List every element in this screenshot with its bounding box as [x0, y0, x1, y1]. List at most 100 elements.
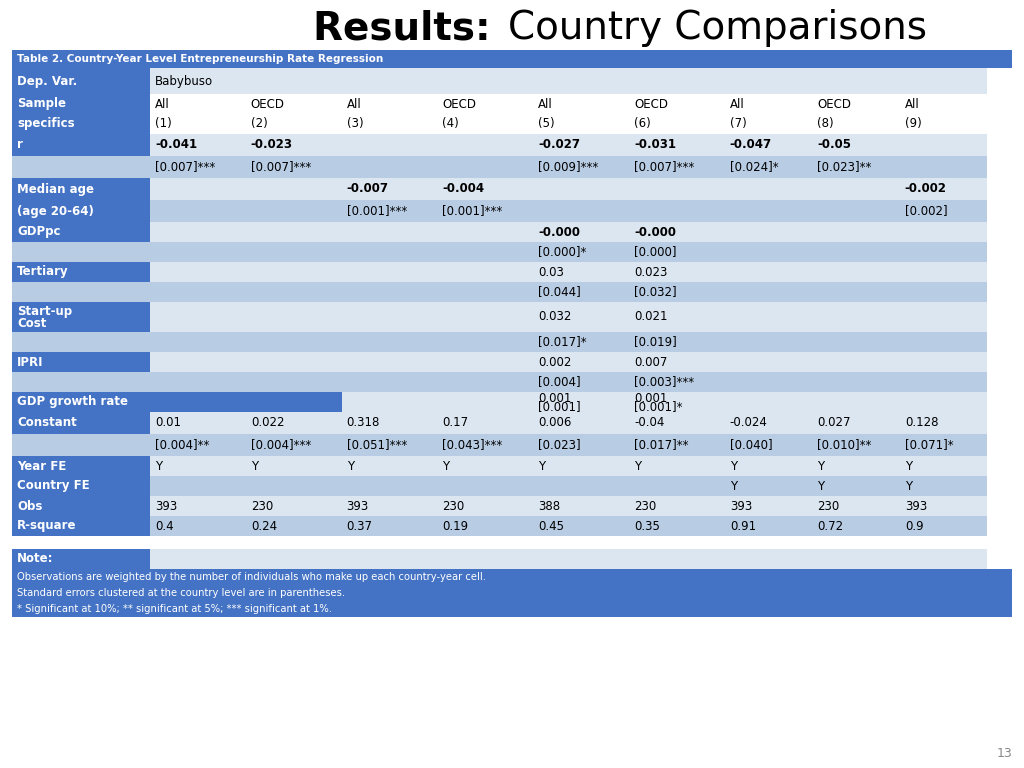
Bar [725, 412, 812, 434]
Bar [900, 200, 987, 222]
Bar [150, 332, 246, 352]
Bar [629, 282, 725, 302]
Text: [0.004]: [0.004] [539, 376, 581, 389]
Bar [629, 262, 725, 282]
Bar [812, 302, 900, 332]
Text: [0.043]***: [0.043]*** [442, 439, 503, 452]
Text: IPRI: IPRI [17, 356, 43, 369]
Text: (9): (9) [905, 118, 922, 131]
Bar [900, 412, 987, 434]
Bar [12, 569, 1012, 585]
Bar [150, 114, 246, 134]
Bar [812, 456, 900, 476]
Bar [437, 262, 534, 282]
Bar [725, 282, 812, 302]
Text: Country FE: Country FE [17, 479, 90, 492]
Bar [437, 549, 534, 569]
Text: Median age: Median age [17, 183, 94, 196]
Bar [12, 200, 150, 222]
Text: Y: Y [905, 459, 912, 472]
Bar [342, 496, 437, 516]
Bar [900, 94, 987, 114]
Text: Table 2. Country-Year Level Entrepreneurship Rate Regression: Table 2. Country-Year Level Entrepreneur… [17, 54, 383, 64]
Text: Y: Y [346, 459, 353, 472]
Bar [150, 178, 246, 200]
Bar [534, 114, 629, 134]
Text: 0.023: 0.023 [634, 266, 668, 279]
Bar [900, 352, 987, 372]
Bar [12, 68, 150, 94]
Bar [342, 352, 437, 372]
Bar [629, 242, 725, 262]
Bar [150, 456, 246, 476]
Text: Year FE: Year FE [17, 459, 67, 472]
Bar [150, 412, 246, 434]
Bar [342, 222, 437, 242]
Bar [725, 302, 812, 332]
Bar [12, 156, 150, 178]
Bar [342, 456, 437, 476]
Text: (2): (2) [251, 118, 267, 131]
Bar [437, 200, 534, 222]
Text: 393: 393 [905, 499, 927, 512]
Bar [150, 282, 246, 302]
Bar [12, 222, 150, 242]
Bar [900, 222, 987, 242]
Text: 13: 13 [996, 747, 1012, 760]
Bar [246, 156, 342, 178]
Bar [437, 536, 534, 549]
Text: [0.019]: [0.019] [634, 336, 677, 349]
Bar [150, 549, 246, 569]
Text: 0.001: 0.001 [539, 392, 571, 405]
Bar [150, 352, 246, 372]
Bar [246, 302, 342, 332]
Text: [0.002]: [0.002] [905, 204, 947, 217]
Text: 0.001: 0.001 [634, 392, 668, 405]
Text: 0.01: 0.01 [155, 416, 181, 429]
Bar [342, 412, 437, 434]
Bar [246, 242, 342, 262]
Bar [725, 242, 812, 262]
Bar [812, 114, 900, 134]
Bar [725, 549, 812, 569]
Text: [0.051]***: [0.051]*** [346, 439, 407, 452]
Bar [150, 68, 987, 94]
Text: Y: Y [539, 459, 546, 472]
Text: [0.001]: [0.001] [539, 400, 581, 413]
Bar [437, 156, 534, 178]
Text: -0.04: -0.04 [634, 416, 665, 429]
Bar [342, 434, 437, 456]
Text: 0.03: 0.03 [539, 266, 564, 279]
Bar [900, 178, 987, 200]
Bar [900, 282, 987, 302]
Bar [342, 392, 437, 412]
Bar [150, 302, 246, 332]
Bar [812, 372, 900, 392]
Bar [534, 302, 629, 332]
Text: -0.047: -0.047 [730, 138, 772, 151]
Bar [150, 496, 246, 516]
Bar [246, 412, 342, 434]
Bar [150, 372, 246, 392]
Text: -0.027: -0.027 [539, 138, 581, 151]
Bar [812, 94, 900, 114]
Bar [534, 412, 629, 434]
Text: Y: Y [251, 459, 258, 472]
Bar [342, 178, 437, 200]
Bar [342, 516, 437, 536]
Text: (6): (6) [634, 118, 650, 131]
Bar [629, 476, 725, 496]
Bar [246, 476, 342, 496]
Bar [342, 372, 437, 392]
Text: [0.000]: [0.000] [634, 246, 677, 259]
Bar [812, 134, 900, 156]
Bar [12, 536, 150, 549]
Bar [12, 178, 150, 200]
Bar [12, 434, 150, 456]
Text: All: All [730, 98, 744, 111]
Bar [725, 262, 812, 282]
Bar [534, 549, 629, 569]
Bar [900, 476, 987, 496]
Bar [629, 222, 725, 242]
Text: [0.071]*: [0.071]* [905, 439, 953, 452]
